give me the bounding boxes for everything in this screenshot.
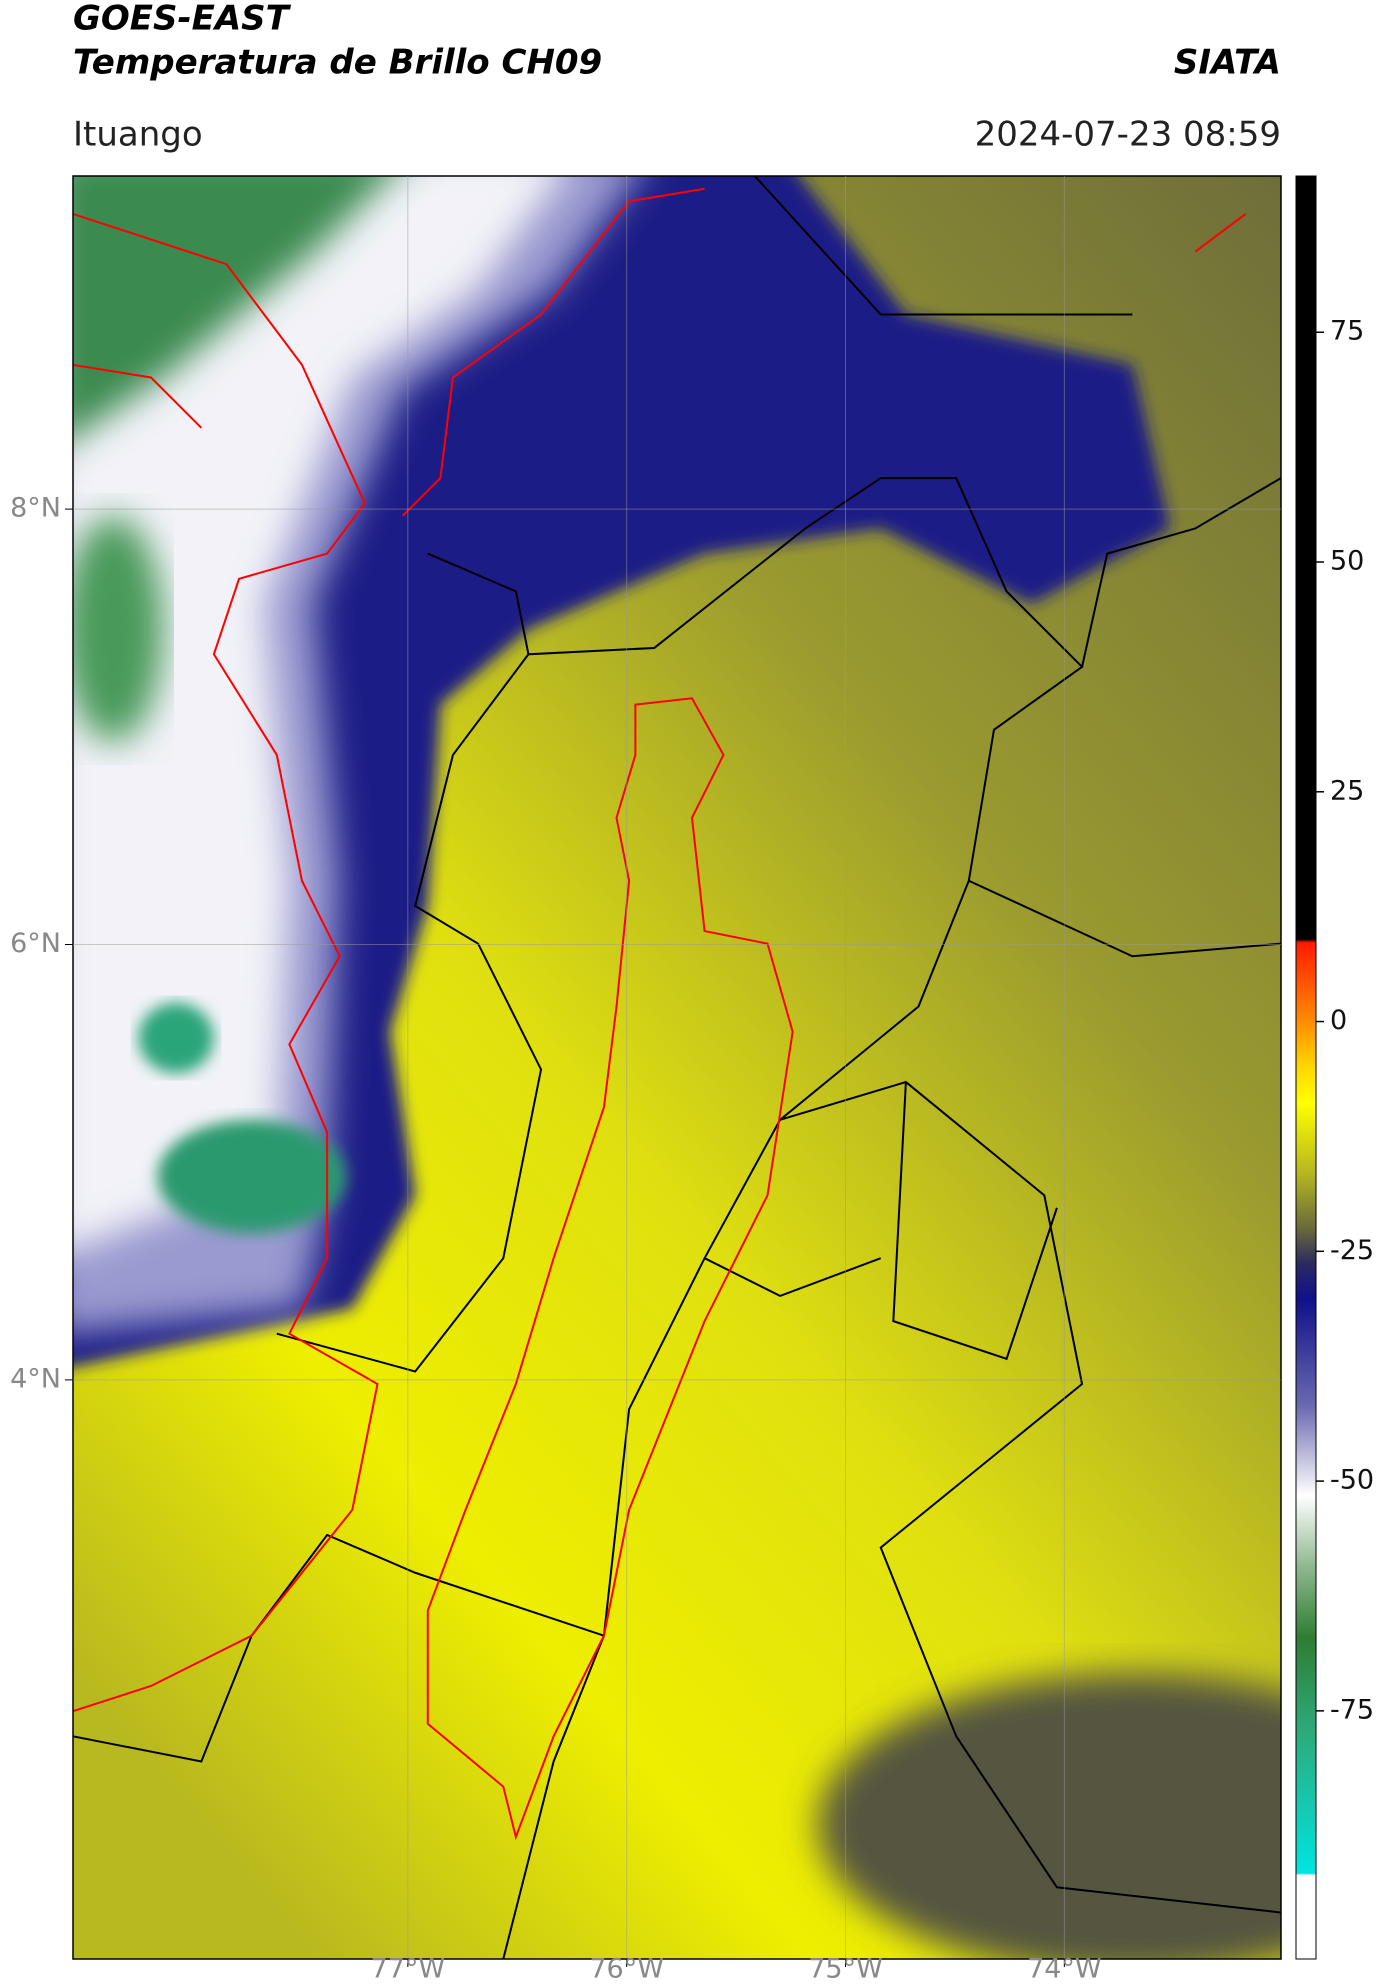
colorbar-tick-label: -25 [1330,1235,1374,1266]
lat-tick-label: 8°N [10,493,61,524]
colorbar-tick-label: -50 [1330,1465,1374,1496]
colorbar-tick-label: 0 [1330,1005,1347,1036]
colorbar-tick-label: -75 [1330,1694,1374,1725]
ticks: 77°W 76°W 75°W 74°W 8°N 6°N 4°N 75 50 25 0 -25 -50 -7… [10,176,1374,1985]
colorbar [1295,175,1317,1960]
lat-tick-label: 4°N [10,1363,61,1394]
colorbar-tick-label: 50 [1330,546,1364,577]
lon-tick-label: 77°W [371,1954,446,1982]
subtitle: Temperatura de Brillo CH09 [73,43,602,83]
org: SIATA [1174,43,1281,83]
map-image [72,176,1281,1960]
lon-tick-label: 74°W [1027,1954,1102,1982]
lon-tick-label: 76°W [589,1954,664,1982]
colorbar-tick-label: 75 [1330,316,1364,347]
colorbar-tick-label: 25 [1330,775,1364,806]
map-frame [72,175,1282,1960]
lon-tick-label: 75°W [808,1954,883,1982]
lat-tick-label: 6°N [10,928,61,959]
timestamp: 2024-07-23 08:59 [975,115,1281,155]
title: GOES-EAST [73,0,292,39]
region: Ituango [73,115,203,155]
